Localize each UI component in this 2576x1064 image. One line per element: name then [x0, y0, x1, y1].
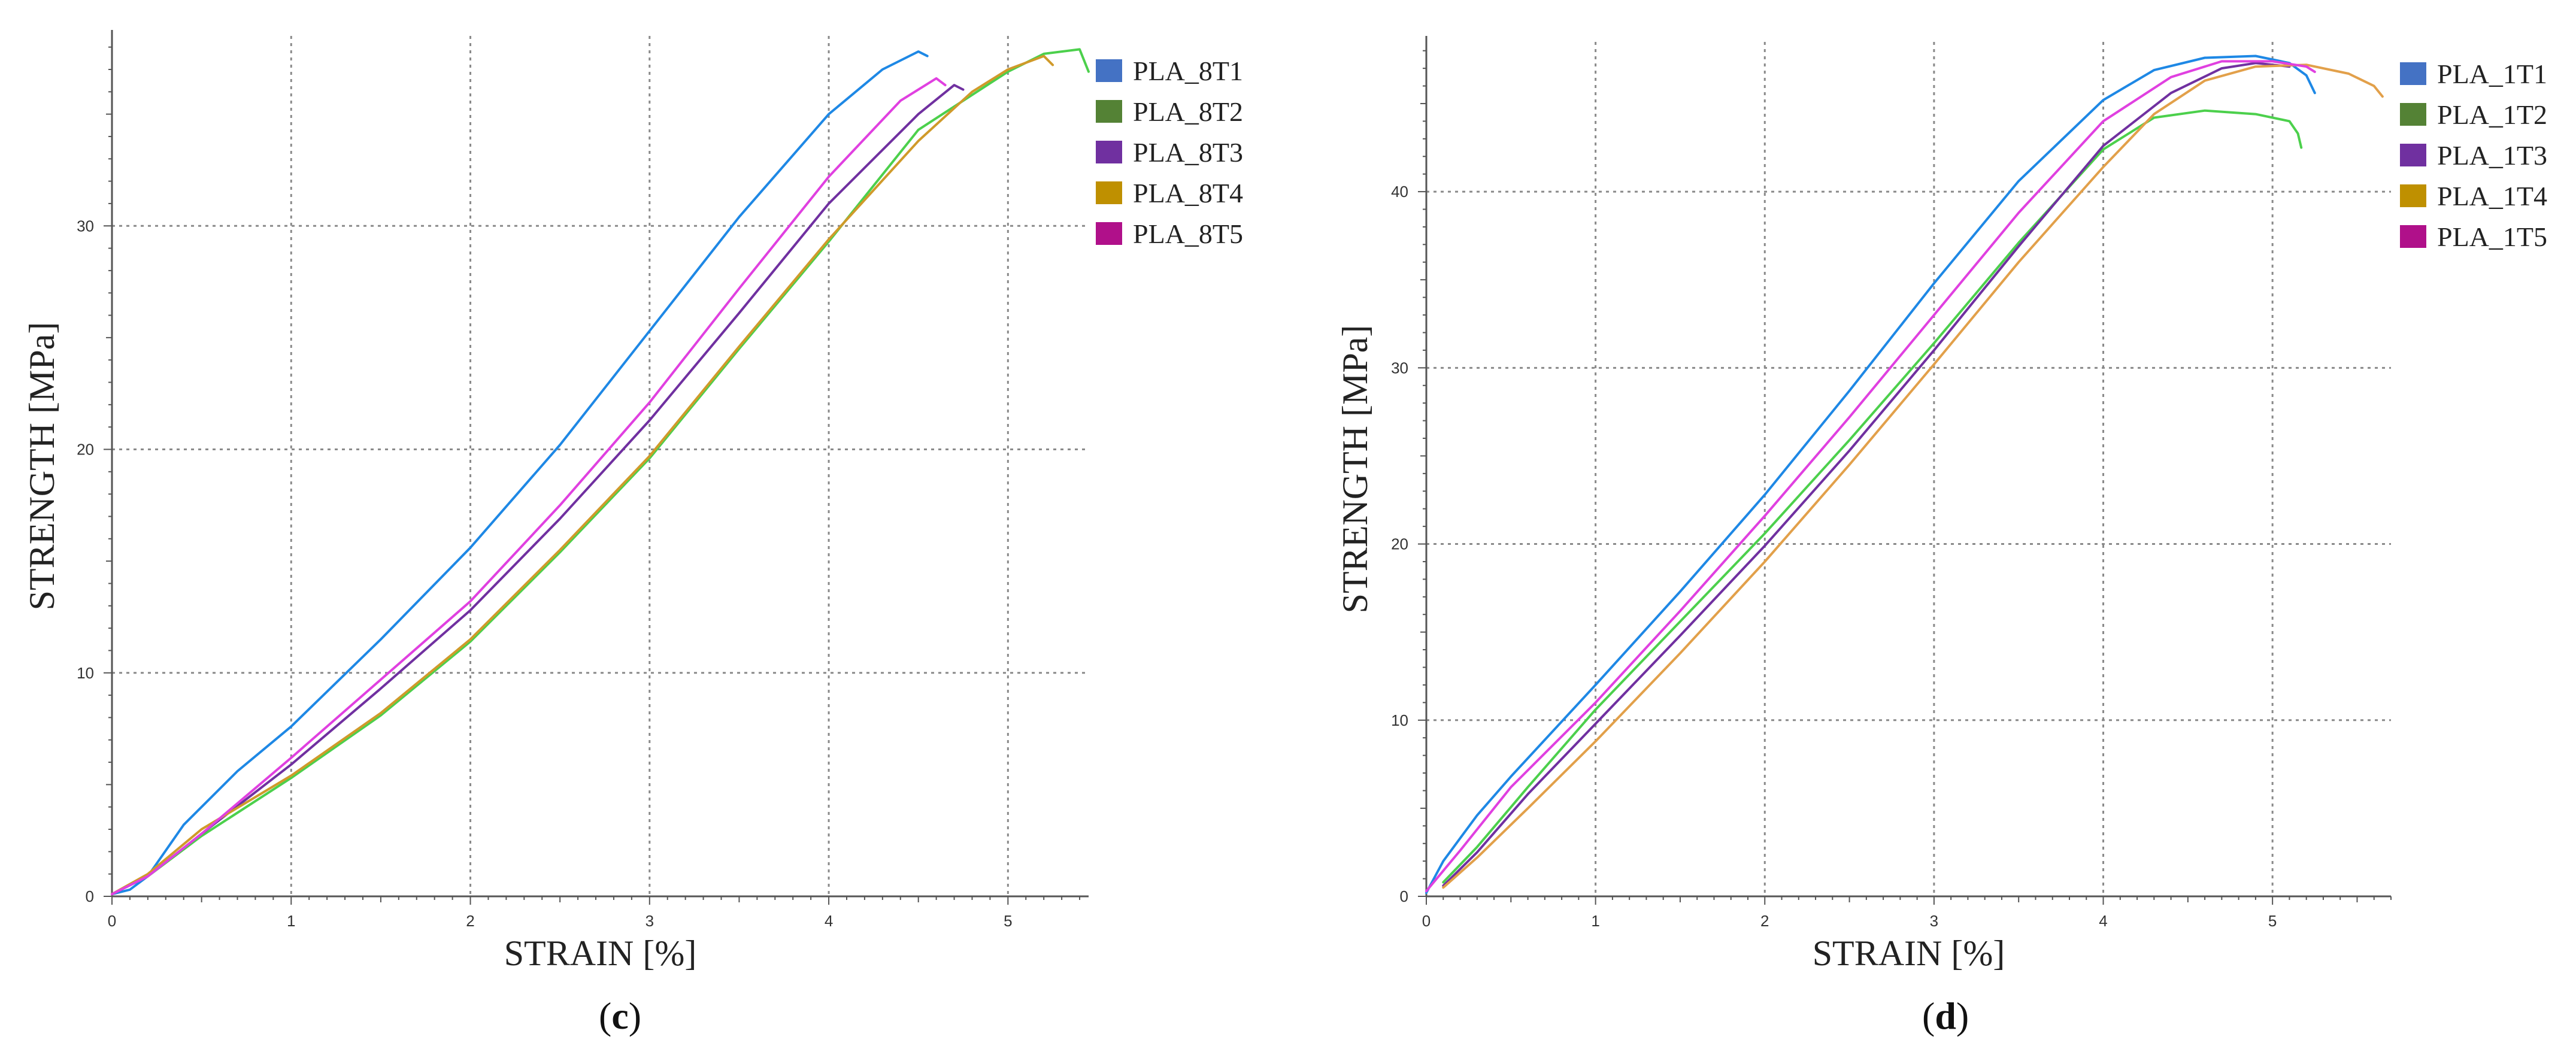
legend-label-pla-1t2: PLA_1T2 — [2437, 99, 2547, 130]
caption-d: (d) — [1922, 994, 1969, 1038]
legend-swatch-pla-1t5 — [2400, 225, 2426, 248]
series-line-pla-8t2 — [111, 48, 1090, 896]
panel-d-y-axis-label: STRENGTH [MPa] — [1335, 325, 1375, 614]
panel-d-x-tick-label: 0 — [1422, 912, 1431, 930]
legend-swatch-pla-8t5 — [1096, 222, 1122, 245]
caption-d-open: ( — [1922, 995, 1935, 1037]
legend-label-pla-8t3: PLA_8T3 — [1133, 137, 1243, 168]
panel-d-grid — [1426, 42, 2391, 896]
panel-c-y-tick-label: 20 — [77, 441, 94, 459]
panel-c-grid — [112, 36, 1089, 896]
caption-d-letter: d — [1935, 995, 1956, 1037]
panel-c-x-tick-label: 1 — [287, 912, 295, 930]
caption-c-close: ) — [628, 995, 642, 1037]
legend-label-pla-8t5: PLA_8T5 — [1133, 219, 1243, 249]
panel-c-x-tick-label: 5 — [1004, 912, 1012, 930]
panel-d-x-tick-label: 5 — [2268, 912, 2277, 930]
panel-c-x-tick-label: 0 — [108, 912, 116, 930]
panel-c-y-axis-label: STRENGTH [MPa] — [22, 322, 62, 611]
series-line-pla-8t1 — [111, 50, 929, 896]
panel-c-x-tick-label: 2 — [466, 912, 474, 930]
panel-d-y-tick-label: 10 — [1391, 711, 1408, 729]
panel-c-y-tick-label: 10 — [77, 664, 94, 682]
panel-d-y-tick-label: 0 — [1400, 887, 1408, 905]
caption-c-open: ( — [599, 995, 612, 1037]
legend-label-pla-8t2: PLA_8T2 — [1133, 96, 1243, 127]
legend-label-pla-1t1: PLA_1T1 — [2437, 59, 2547, 89]
caption-c-letter: c — [611, 995, 629, 1037]
legend-label-pla-1t4: PLA_1T4 — [2437, 181, 2547, 211]
legend-swatch-pla-8t3 — [1096, 141, 1122, 163]
panel-c-y-tick-label: 30 — [77, 217, 94, 235]
legend-swatch-pla-1t3 — [2400, 144, 2426, 166]
series-line-pla-8t4 — [111, 54, 1054, 896]
legend-swatch-pla-8t4 — [1096, 181, 1122, 204]
panel-c-y-tick-label: 0 — [86, 887, 94, 905]
caption-c: (c) — [599, 994, 641, 1038]
panel-d-x-tick-label: 3 — [1930, 912, 1938, 930]
panel-c-x-tick-label: 3 — [645, 912, 654, 930]
legend-swatch-pla-1t1 — [2400, 62, 2426, 85]
legend-swatch-pla-8t2 — [1096, 100, 1122, 123]
panel-d-x-tick-label: 2 — [1760, 912, 1769, 930]
panel-d-y-tick-label: 30 — [1391, 359, 1408, 377]
panel-d-y-tick-label: 20 — [1391, 535, 1408, 553]
series-line-pla-1t5 — [1425, 60, 2316, 893]
series-line-pla-8t3 — [111, 84, 965, 896]
panel-d-series-lines — [1425, 54, 2384, 895]
series-line-pla-1t2 — [1442, 109, 2303, 884]
series-line-pla-1t4 — [1442, 63, 2384, 889]
caption-d-close: ) — [1956, 995, 1969, 1037]
panel-c-x-axis-label: STRAIN [%] — [504, 933, 697, 973]
legend-label-pla-8t1: PLA_8T1 — [1133, 56, 1243, 86]
series-line-pla-1t3 — [1442, 62, 2291, 887]
panel-d-legend: PLA_1T1 PLA_1T2 PLA_1T3 PLA_1T4 PLA_1T5 — [2400, 59, 2547, 252]
legend-label-pla-1t3: PLA_1T3 — [2437, 140, 2547, 171]
legend-label-pla-8t4: PLA_8T4 — [1133, 178, 1243, 208]
chart-panel-c: 0 1 2 3 4 5 0 10 20 30 STRAIN [%] STRENGTH [MPa] PLA… — [22, 30, 1243, 973]
legend-swatch-pla-1t2 — [2400, 103, 2426, 126]
panel-c-legend: PLA_8T1 PLA_8T2 PLA_8T3 PLA_8T4 PLA_8T5 — [1096, 56, 1243, 249]
panel-d-x-tick-label: 1 — [1591, 912, 1599, 930]
legend-swatch-pla-1t4 — [2400, 184, 2426, 207]
series-line-pla-8t5 — [111, 77, 947, 896]
series-line-pla-1t1 — [1425, 54, 2316, 895]
legend-swatch-pla-8t1 — [1096, 59, 1122, 82]
panel-d-x-tick-label: 4 — [2099, 912, 2107, 930]
panel-d-y-tick-label: 40 — [1391, 183, 1408, 201]
panel-c-series-lines — [111, 48, 1090, 896]
panel-d-x-axis-label: STRAIN [%] — [1813, 933, 2005, 973]
chart-panel-d: 0 1 2 3 4 5 0 10 20 30 40 STRAIN [%] STRENGTH [MPa] P… — [1335, 36, 2547, 973]
panel-c-x-tick-label: 4 — [825, 912, 833, 930]
legend-label-pla-1t5: PLA_1T5 — [2437, 222, 2547, 252]
